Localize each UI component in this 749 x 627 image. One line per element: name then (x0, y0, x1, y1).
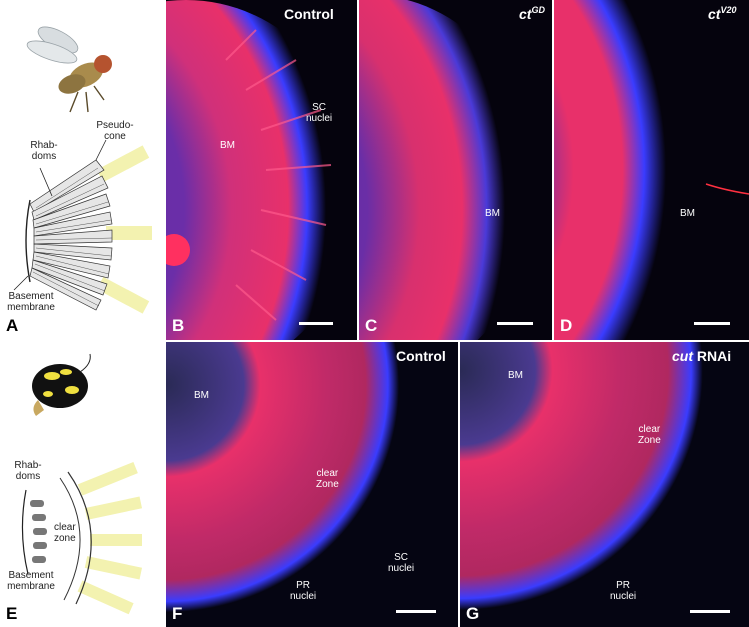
bm-label-b: BM (220, 140, 235, 151)
bm-label-g: BM (508, 370, 523, 381)
panel-letter-e: E (6, 604, 18, 623)
larva-ommatidia (21, 461, 143, 615)
panel-letter-c: C (365, 316, 378, 335)
sc-nuclei-label-f: SC nuclei (388, 552, 415, 574)
panel-d-title: ctV20 (708, 5, 737, 22)
pseudocone-label: Pseudo- cone (96, 120, 134, 142)
bm-label-d: BM (680, 208, 695, 219)
bm-label-f: BM (194, 390, 209, 401)
panel-b-title: Control (284, 6, 334, 22)
panel-f: Control BM clear Zone SC nuclei PR nucle… (166, 342, 458, 627)
fly-illustration (26, 26, 112, 113)
pr-nuclei-label-f: PR nuclei (290, 580, 317, 602)
micrograph-f (166, 342, 458, 627)
micrograph-d (554, 0, 749, 340)
panel-d-title-sup: V20 (720, 5, 737, 15)
clear-zone-label-g: clear Zone (638, 424, 661, 446)
panel-d: ctV20 BM D (554, 0, 749, 340)
bm-label-c: BM (485, 208, 500, 219)
panel-c-title: ctGD (519, 5, 545, 22)
basement-membrane-label: Basement membrane (7, 291, 55, 313)
scale-bar-b (299, 322, 333, 325)
clear-zone-label-e: clear zone (54, 522, 76, 544)
rhabdoms-label: Rhab- doms (30, 140, 58, 162)
basement-membrane-label-e: Basement membrane (7, 570, 55, 592)
pr-nuclei-label-g: PR nuclei (610, 580, 637, 602)
panel-letter-b: B (172, 316, 185, 335)
panel-c-title-sup: GD (531, 5, 545, 15)
panel-letter-d: D (560, 316, 573, 335)
panel-c-title-main: ct (519, 6, 532, 22)
scale-bar-f (396, 610, 436, 613)
sc-nuclei-label-b: SC nuclei (306, 102, 333, 124)
ommatidia-diagram (13, 139, 152, 314)
panel-b: Control BM SC nuclei B (166, 0, 357, 340)
panel-g-title: cut RNAi (672, 348, 731, 364)
scale-bar-g (690, 610, 730, 613)
panel-letter-g: G (466, 604, 480, 623)
scale-bar-d (694, 322, 730, 325)
panel-g: cut RNAi BM clear Zone PR nuclei G (460, 342, 749, 627)
panel-f-title: Control (396, 348, 446, 364)
panel-c: ctGD BM C (359, 0, 552, 340)
micrograph-b (166, 0, 357, 340)
panel-a: Rhab- doms Pseudo- cone Basement membran… (0, 0, 165, 340)
fly-eye-diagram (13, 26, 152, 314)
larva-illustration (32, 353, 91, 416)
micrograph-g (460, 342, 749, 627)
panel-letter-f: F (172, 604, 183, 623)
clear-zone-label-f: clear Zone (316, 468, 339, 490)
scale-bar-c (497, 322, 533, 325)
panel-e: Rhab- doms clear zone Basement membrane … (0, 342, 165, 627)
panel-g-title-main: cut (672, 348, 693, 364)
rhabdoms-label-e: Rhab- doms (14, 460, 42, 482)
panel-g-title-rest: RNAi (693, 348, 732, 364)
micrograph-c (359, 0, 539, 340)
panel-letter-a: A (6, 316, 19, 335)
larva-eye-diagram (21, 353, 143, 615)
panel-d-title-main: ct (708, 6, 721, 22)
